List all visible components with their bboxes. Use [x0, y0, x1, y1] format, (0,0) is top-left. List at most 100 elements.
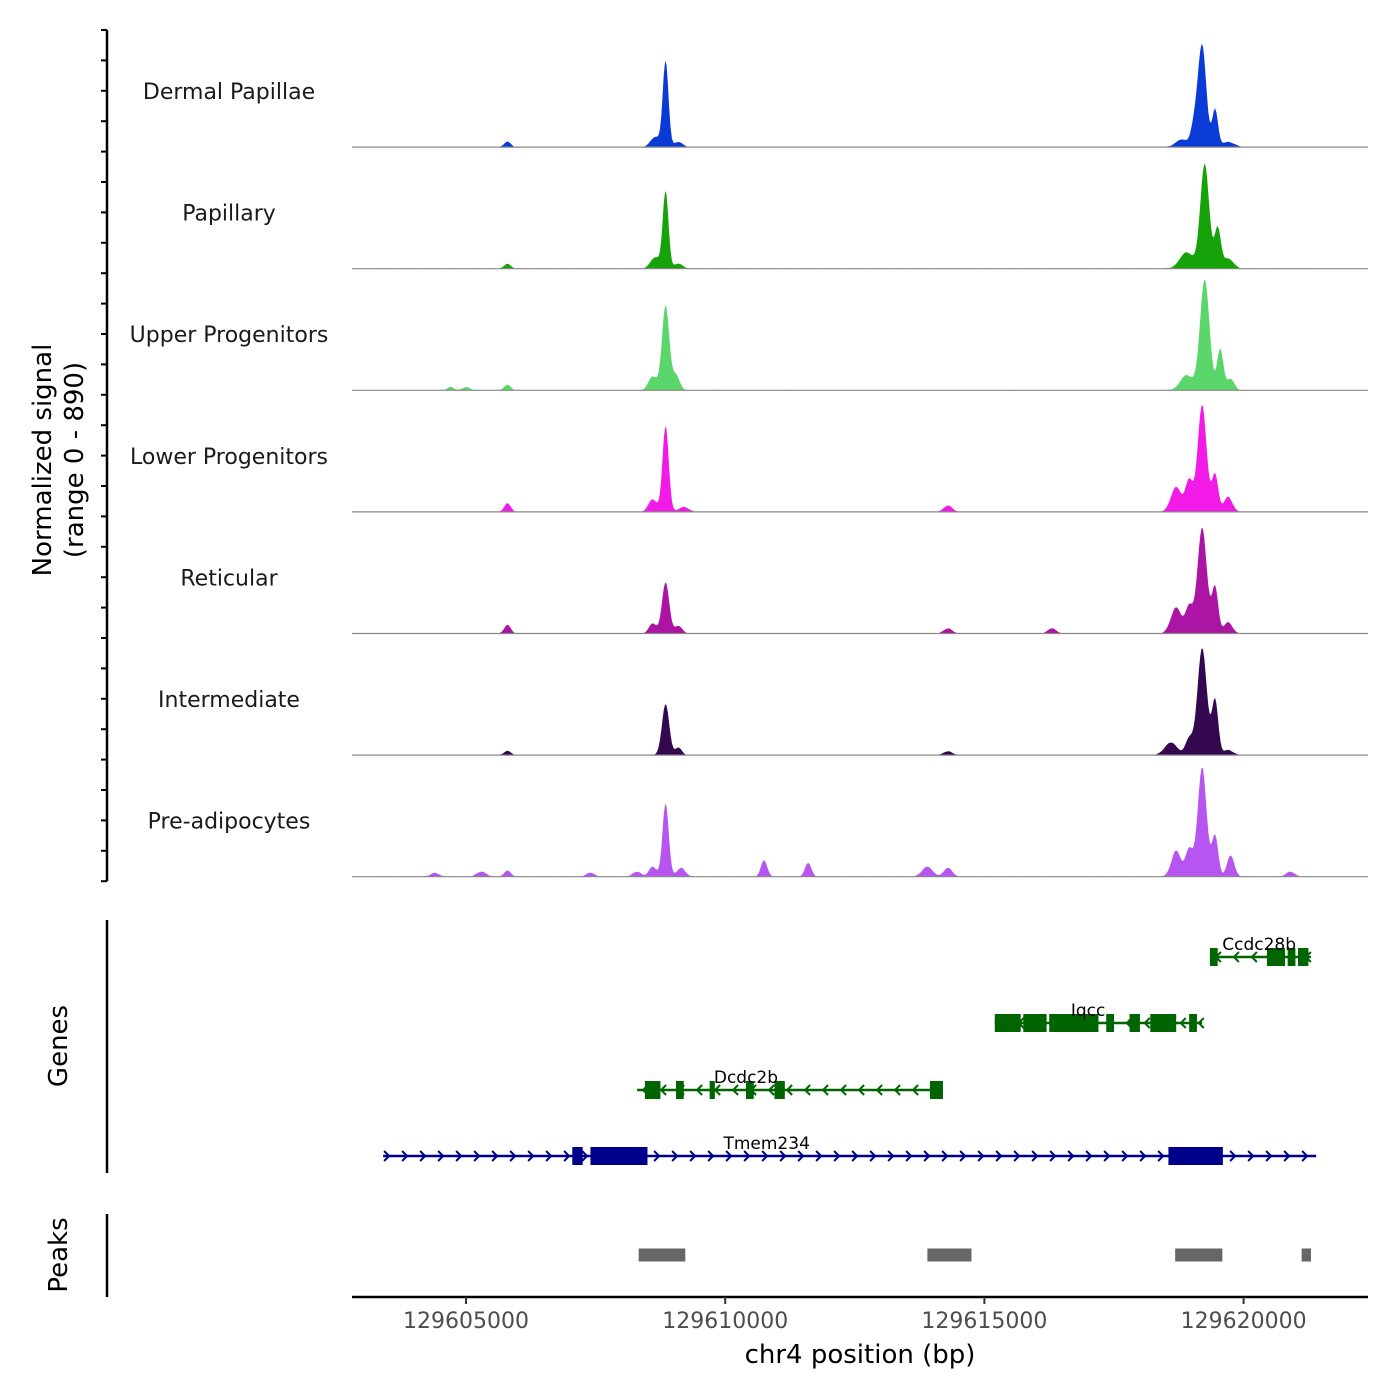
strand-arrow — [887, 1150, 895, 1162]
strand-arrow — [695, 1084, 703, 1096]
peak-region — [1301, 1248, 1311, 1262]
strand-arrow — [767, 1084, 775, 1096]
strand-arrow — [815, 1150, 823, 1162]
gene-exon — [709, 1081, 715, 1099]
gene-exon — [1023, 1014, 1047, 1032]
strand-arrow — [509, 1150, 517, 1162]
strand-arrow — [455, 1150, 463, 1162]
strand-arrow — [731, 1084, 739, 1096]
strand-arrow — [725, 1150, 733, 1162]
gene-exon — [745, 1081, 754, 1099]
gene-exon — [1209, 948, 1218, 966]
gene: Dcdc2b — [637, 1068, 943, 1099]
strand-arrow — [581, 1150, 589, 1162]
strand-arrow — [545, 1150, 553, 1162]
gene-exon — [1168, 1147, 1223, 1165]
track-label: Intermediate — [158, 688, 300, 713]
strand-arrow — [875, 1084, 883, 1096]
gene-exon — [1049, 1014, 1099, 1032]
strand-arrow — [1265, 1150, 1273, 1162]
gene-label: Tmem234 — [722, 1134, 809, 1154]
strand-arrow — [653, 1150, 661, 1162]
strand-arrow — [1197, 1017, 1205, 1029]
strand-arrow — [851, 1150, 859, 1162]
track-label: Papillary — [182, 202, 276, 227]
x-tick-label: 129615000 — [921, 1309, 1047, 1334]
gene: Iqcc — [994, 1001, 1205, 1032]
x-tick-label: 129610000 — [662, 1309, 788, 1334]
strand-arrow — [1283, 1150, 1291, 1162]
strand-arrow — [659, 1084, 667, 1096]
track-label: Lower Progenitors — [130, 445, 328, 470]
strand-arrow — [743, 1150, 751, 1162]
strand-arrow — [1085, 1150, 1093, 1162]
strand-arrow — [905, 1150, 913, 1162]
strand-arrow — [821, 1084, 829, 1096]
coverage-area — [372, 648, 1317, 756]
gene-label: Ccdc28b — [1222, 935, 1296, 955]
strand-arrow — [419, 1150, 427, 1162]
strand-arrow — [1031, 1150, 1039, 1162]
gene-exon — [572, 1147, 583, 1165]
strand-arrow — [491, 1150, 499, 1162]
gene-exon — [1298, 948, 1309, 966]
coverage-track: Dermal Papillae — [143, 43, 1368, 148]
strand-arrow — [977, 1150, 985, 1162]
gene-exon — [1106, 1014, 1114, 1032]
strand-arrow — [1301, 1150, 1309, 1162]
gene-exon — [1129, 1014, 1140, 1032]
strand-arrow — [563, 1150, 571, 1162]
strand-arrow — [1067, 1150, 1075, 1162]
coverage-track: Intermediate — [158, 648, 1368, 756]
strand-arrow — [1143, 1017, 1151, 1029]
coverage-ylabel-line1: Normalized signal — [28, 344, 58, 577]
x-axis-label: chr4 position (bp) — [745, 1340, 976, 1370]
strand-arrow — [803, 1084, 811, 1096]
strand-arrow — [893, 1084, 901, 1096]
strand-arrow — [995, 1150, 1003, 1162]
strand-arrow — [437, 1150, 445, 1162]
strand-arrow — [857, 1084, 865, 1096]
strand-arrow — [959, 1150, 967, 1162]
peaks-ylabel: Peaks — [44, 1217, 74, 1292]
strand-arrow — [1103, 1150, 1111, 1162]
gene-exon — [644, 1081, 661, 1099]
strand-arrow — [833, 1150, 841, 1162]
strand-arrow — [1247, 1150, 1255, 1162]
coverage-area — [372, 767, 1317, 877]
coverage-track: Reticular — [180, 527, 1368, 635]
gene-label: Dcdc2b — [714, 1068, 778, 1088]
strand-arrow — [1229, 1150, 1237, 1162]
gene-label: Iqcc — [1071, 1001, 1106, 1021]
strand-arrow — [785, 1084, 793, 1096]
genes-panel: Ccdc28b Iqcc Dcdc2b Tmem234 — [105, 920, 1317, 1173]
track-label: Pre-adipocytes — [148, 810, 311, 835]
strand-arrow — [779, 1150, 787, 1162]
strand-arrow — [527, 1150, 535, 1162]
coverage-track: Pre-adipocytes — [148, 767, 1368, 878]
gene-exon — [994, 1014, 1021, 1032]
x-axis: 129605000 129610000 129615000 129620000 — [352, 1295, 1368, 1334]
strand-arrow — [761, 1150, 769, 1162]
strand-arrow — [473, 1150, 481, 1162]
strand-arrow — [671, 1150, 679, 1162]
strand-arrow — [383, 1150, 391, 1162]
x-tick-label: 129605000 — [403, 1309, 529, 1334]
gene-exon — [929, 1081, 943, 1099]
gene-exon — [675, 1081, 684, 1099]
gene-exon — [1189, 1014, 1197, 1032]
x-tick-label: 129620000 — [1181, 1309, 1307, 1334]
gene-exon — [590, 1147, 648, 1165]
gene-exon — [1266, 948, 1286, 966]
strand-arrow — [713, 1084, 721, 1096]
coverage-area — [372, 405, 1317, 512]
strand-arrow — [839, 1084, 847, 1096]
coverage-area — [372, 279, 1317, 391]
strand-arrow — [1232, 951, 1240, 963]
strand-arrow — [1179, 1017, 1187, 1029]
coverage-ylabel-line2: (range 0 - 890) — [60, 362, 90, 558]
coverage-track: Upper Progenitors — [130, 279, 1368, 391]
genes-ylabel: Genes — [44, 1005, 74, 1087]
coverage-area — [372, 527, 1317, 634]
gene-exon — [1287, 948, 1296, 966]
